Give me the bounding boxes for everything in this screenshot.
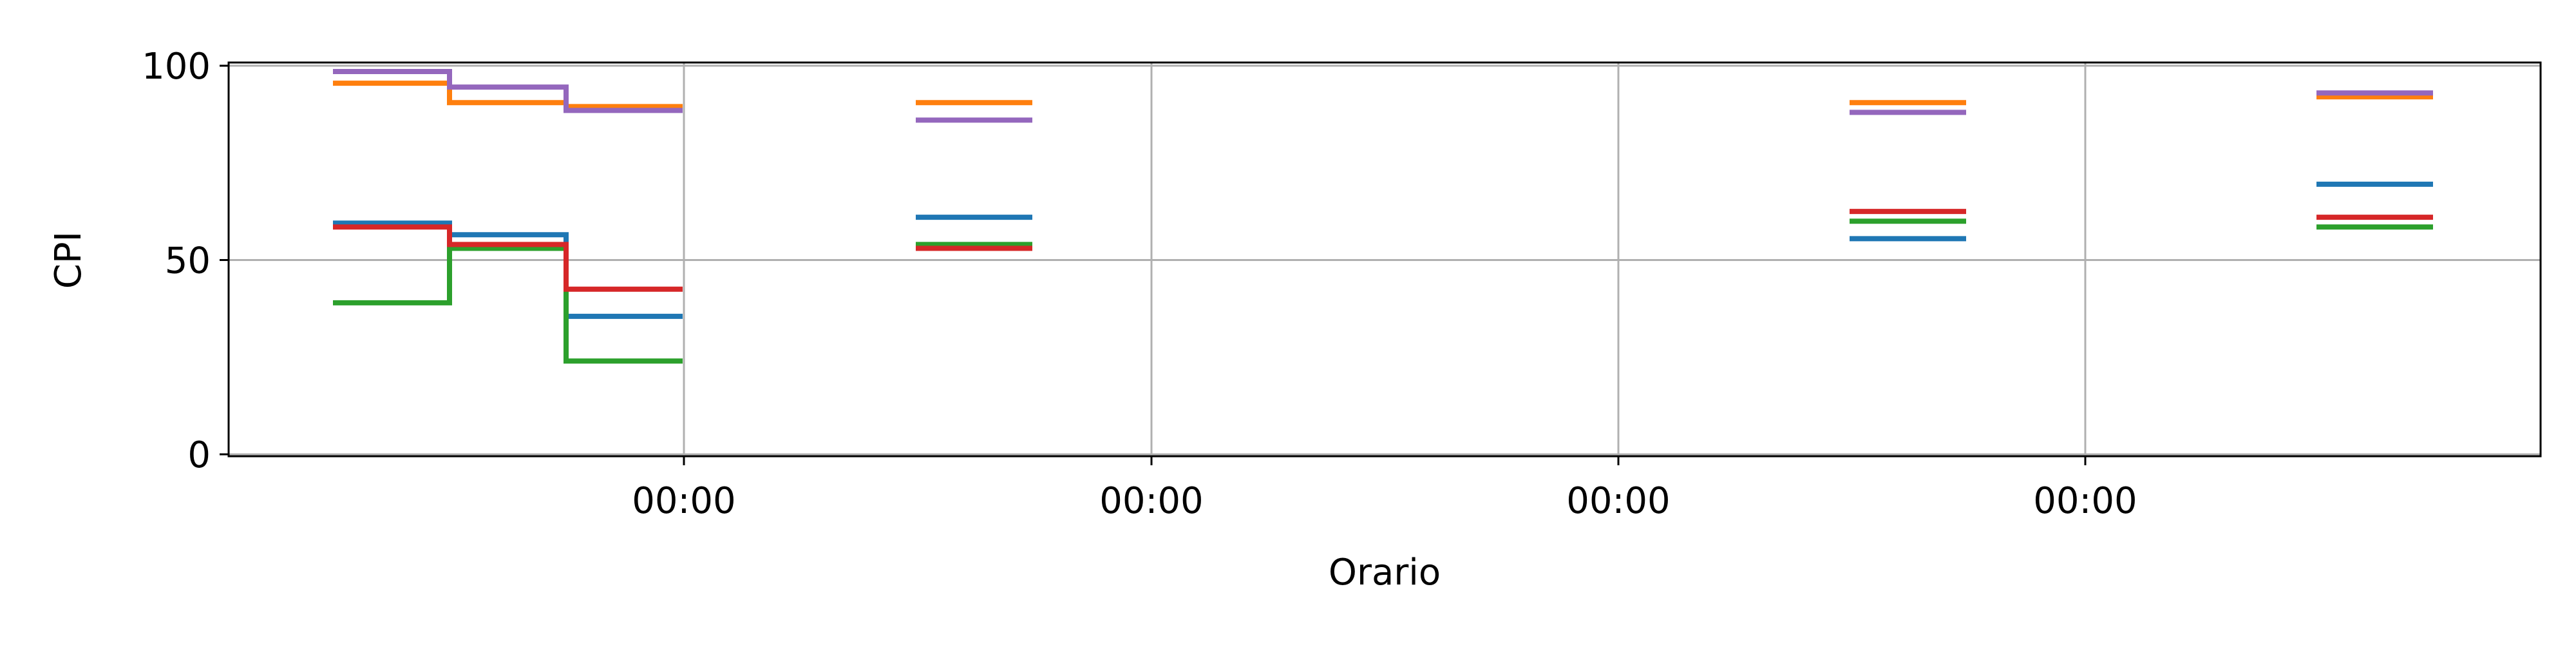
x-tick-label-1: 00:00 — [1099, 480, 1203, 522]
grid-layer — [229, 63, 2541, 456]
x-tick-label-0: 00:00 — [632, 480, 735, 522]
y-axis-title: CPI — [48, 231, 90, 289]
x-tick-label-2: 00:00 — [1566, 480, 1670, 522]
y-tick-label-1: 50 — [165, 240, 211, 282]
y-tick-label-0: 0 — [187, 434, 211, 476]
series-3-group-0-line — [333, 224, 683, 292]
series-layer — [333, 69, 2433, 364]
axis-layer: 0 50 100 00:00 00:00 00:00 00:00 — [142, 46, 2137, 522]
series-1-group-0-line — [333, 81, 683, 110]
series-0-group-0-line — [333, 220, 683, 319]
x-tick-label-3: 00:00 — [2033, 480, 2137, 522]
y-tick-label-2: 100 — [142, 46, 211, 88]
x-axis-title: Orario — [1329, 552, 1441, 594]
series-2-group-0-line — [333, 246, 683, 364]
series-4-group-0-line — [333, 69, 683, 113]
